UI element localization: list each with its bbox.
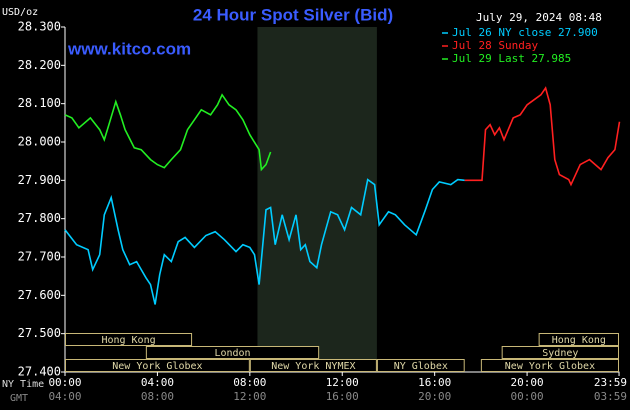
session-box	[480, 359, 619, 372]
x2-tick-label: 16:00	[326, 390, 359, 403]
session-box	[538, 333, 620, 346]
y-tick-label: 27.500	[18, 326, 61, 340]
x-tick-label: 04:00	[141, 376, 174, 389]
y-tick-label: 27.900	[18, 173, 61, 187]
session-label: New York NYMEX	[271, 361, 355, 372]
x-tick-label: 20:00	[511, 376, 544, 389]
session-label: New York Globex	[112, 361, 202, 372]
session-label: New York Globex	[505, 361, 595, 372]
y-tick-label: 27.600	[18, 288, 61, 302]
session-label: Sydney	[542, 348, 578, 359]
x2-tick-label: 08:00	[141, 390, 174, 403]
chart-subtitle: July 29, 2024 08:48	[476, 11, 602, 24]
session-box	[145, 346, 320, 359]
chart-title: 24 Hour Spot Silver (Bid)	[193, 5, 393, 24]
x2-axis-label: GMT	[10, 393, 28, 404]
series-line	[464, 86, 621, 187]
x-tick-label: 08:00	[233, 376, 266, 389]
y-tick-label: 28.300	[18, 20, 61, 34]
y-tick-label: 27.700	[18, 250, 61, 264]
session-box	[376, 359, 465, 372]
x-tick-label: 23:59	[594, 376, 627, 389]
session-box	[65, 333, 193, 346]
y-tick-label: 28.100	[18, 96, 61, 110]
x-axis-label: NY Time	[2, 379, 44, 390]
legend-label: Jul 26 NY close 27.900	[452, 26, 598, 39]
session-label: London	[214, 348, 250, 359]
x2-tick-label: 12:00	[233, 390, 266, 403]
x2-tick-label: 04:00	[48, 390, 81, 403]
x2-tick-label: 00:00	[511, 390, 544, 403]
y-axis-label: USD/oz	[2, 7, 38, 18]
legend-label: Jul 28 Sunday	[452, 39, 538, 52]
x2-tick-label: 20:00	[418, 390, 451, 403]
shaded-region	[257, 27, 377, 372]
x2-tick-label: 03:59	[594, 390, 627, 403]
session-label: Hong Kong	[101, 335, 155, 346]
legend-label: Jul 29 Last 27.985	[452, 52, 571, 65]
x-tick-label: 12:00	[326, 376, 359, 389]
y-tick-label: 28.000	[18, 135, 61, 149]
watermark: www.kitco.com	[67, 39, 191, 58]
y-tick-label: 28.200	[18, 58, 61, 72]
series-line	[64, 93, 272, 172]
y-tick-label: 27.800	[18, 211, 61, 225]
y-tick-label: 27.400	[18, 365, 61, 379]
x-tick-label: 00:00	[48, 376, 81, 389]
session-box	[501, 346, 620, 359]
series-line	[64, 178, 465, 305]
session-box	[65, 359, 250, 372]
session-label: Hong Kong	[552, 335, 606, 346]
x-tick-label: 16:00	[418, 376, 451, 389]
session-label: NY Globex	[394, 361, 448, 372]
session-box	[249, 359, 377, 372]
